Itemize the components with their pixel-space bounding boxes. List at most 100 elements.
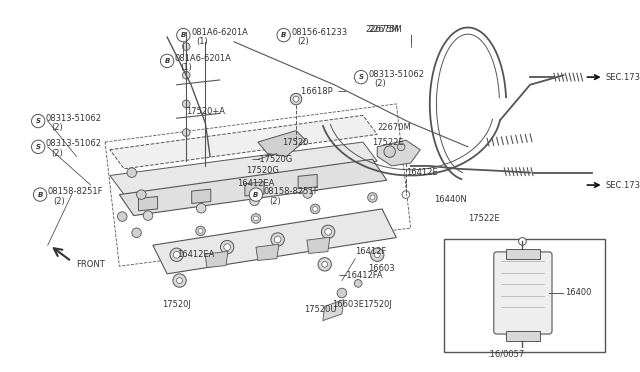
Text: 08156-61233: 08156-61233 [291, 28, 348, 37]
Text: 22670M: 22670M [377, 123, 411, 132]
Circle shape [368, 193, 377, 202]
Circle shape [355, 280, 362, 287]
Text: 22675M: 22675M [366, 25, 399, 34]
Polygon shape [256, 244, 279, 260]
Text: 17520: 17520 [282, 138, 308, 147]
Circle shape [251, 214, 260, 223]
Text: (2): (2) [54, 197, 65, 206]
Circle shape [173, 251, 180, 258]
Text: 16412EA: 16412EA [237, 179, 274, 187]
Circle shape [253, 216, 259, 221]
Text: 22675M: 22675M [369, 25, 403, 34]
Text: B: B [180, 32, 186, 38]
Text: —17520G: —17520G [251, 155, 292, 164]
Text: 17520+A: 17520+A [186, 107, 225, 116]
Circle shape [402, 191, 410, 198]
Circle shape [182, 71, 190, 79]
Text: 16618P  —: 16618P — [301, 87, 346, 96]
Text: 16440N: 16440N [435, 195, 467, 204]
Polygon shape [192, 189, 211, 203]
Polygon shape [120, 159, 387, 216]
Text: 16412E: 16412E [406, 168, 438, 177]
Circle shape [143, 211, 153, 220]
Circle shape [182, 129, 190, 137]
Polygon shape [110, 115, 377, 169]
Polygon shape [205, 251, 228, 267]
Text: 16400: 16400 [565, 288, 592, 298]
Circle shape [182, 100, 190, 108]
Text: (1): (1) [180, 63, 192, 72]
Circle shape [177, 28, 190, 42]
Text: 08158-8251F: 08158-8251F [264, 187, 319, 196]
Circle shape [318, 258, 332, 271]
Text: 17520J: 17520J [163, 300, 191, 309]
Circle shape [198, 228, 203, 233]
Circle shape [271, 233, 284, 246]
Circle shape [321, 225, 335, 238]
Circle shape [177, 278, 182, 283]
Text: 08313-51062: 08313-51062 [46, 114, 102, 123]
Circle shape [277, 28, 291, 42]
Text: (2): (2) [52, 149, 63, 158]
Polygon shape [138, 196, 157, 211]
Text: S: S [36, 144, 41, 150]
Circle shape [310, 204, 320, 214]
Text: 17522E: 17522E [468, 214, 500, 223]
Circle shape [518, 238, 526, 245]
Text: 17520J: 17520J [363, 300, 392, 309]
FancyBboxPatch shape [493, 252, 552, 334]
Polygon shape [258, 131, 306, 156]
Circle shape [127, 168, 136, 177]
Text: 17520U: 17520U [304, 305, 336, 314]
Text: 08313-51062: 08313-51062 [46, 140, 102, 148]
Circle shape [249, 188, 262, 201]
Text: B: B [164, 58, 170, 64]
Circle shape [303, 189, 312, 198]
Polygon shape [153, 209, 396, 274]
Circle shape [136, 190, 146, 199]
Text: SEC.173: SEC.173 [605, 73, 640, 81]
Circle shape [355, 70, 368, 84]
Polygon shape [110, 142, 377, 195]
Text: 16412F: 16412F [355, 247, 387, 256]
Circle shape [324, 228, 332, 235]
Text: 16412EA: 16412EA [177, 250, 214, 259]
Text: B: B [253, 192, 259, 198]
Circle shape [293, 96, 299, 102]
Polygon shape [307, 237, 330, 253]
Circle shape [337, 288, 347, 298]
Circle shape [371, 248, 384, 262]
Polygon shape [377, 140, 420, 166]
Circle shape [275, 236, 281, 243]
Bar [444, 240, 605, 352]
Circle shape [132, 228, 141, 238]
Text: (2): (2) [374, 79, 386, 88]
Circle shape [173, 274, 186, 287]
Circle shape [170, 248, 184, 262]
Circle shape [313, 206, 317, 211]
Circle shape [220, 240, 234, 254]
Text: (2): (2) [52, 123, 63, 132]
Circle shape [322, 262, 328, 267]
Text: 081A6-6201A: 081A6-6201A [175, 54, 232, 62]
Circle shape [397, 143, 405, 151]
Text: B: B [37, 192, 43, 198]
Text: S: S [358, 74, 364, 80]
Circle shape [33, 188, 47, 201]
Text: S: S [36, 118, 41, 124]
Text: (1): (1) [196, 37, 209, 46]
Bar [506, 249, 540, 259]
Text: (2): (2) [269, 197, 281, 206]
Circle shape [31, 114, 45, 128]
Circle shape [291, 93, 302, 105]
Circle shape [370, 195, 375, 200]
Text: 17522E: 17522E [372, 138, 404, 147]
Text: 16603E: 16603E [332, 300, 364, 309]
Circle shape [224, 244, 230, 250]
Circle shape [384, 146, 396, 157]
Text: FRONT: FRONT [76, 260, 105, 269]
Circle shape [374, 252, 380, 258]
Polygon shape [323, 300, 344, 321]
Circle shape [31, 140, 45, 154]
Text: 08158-8251F: 08158-8251F [48, 187, 103, 196]
